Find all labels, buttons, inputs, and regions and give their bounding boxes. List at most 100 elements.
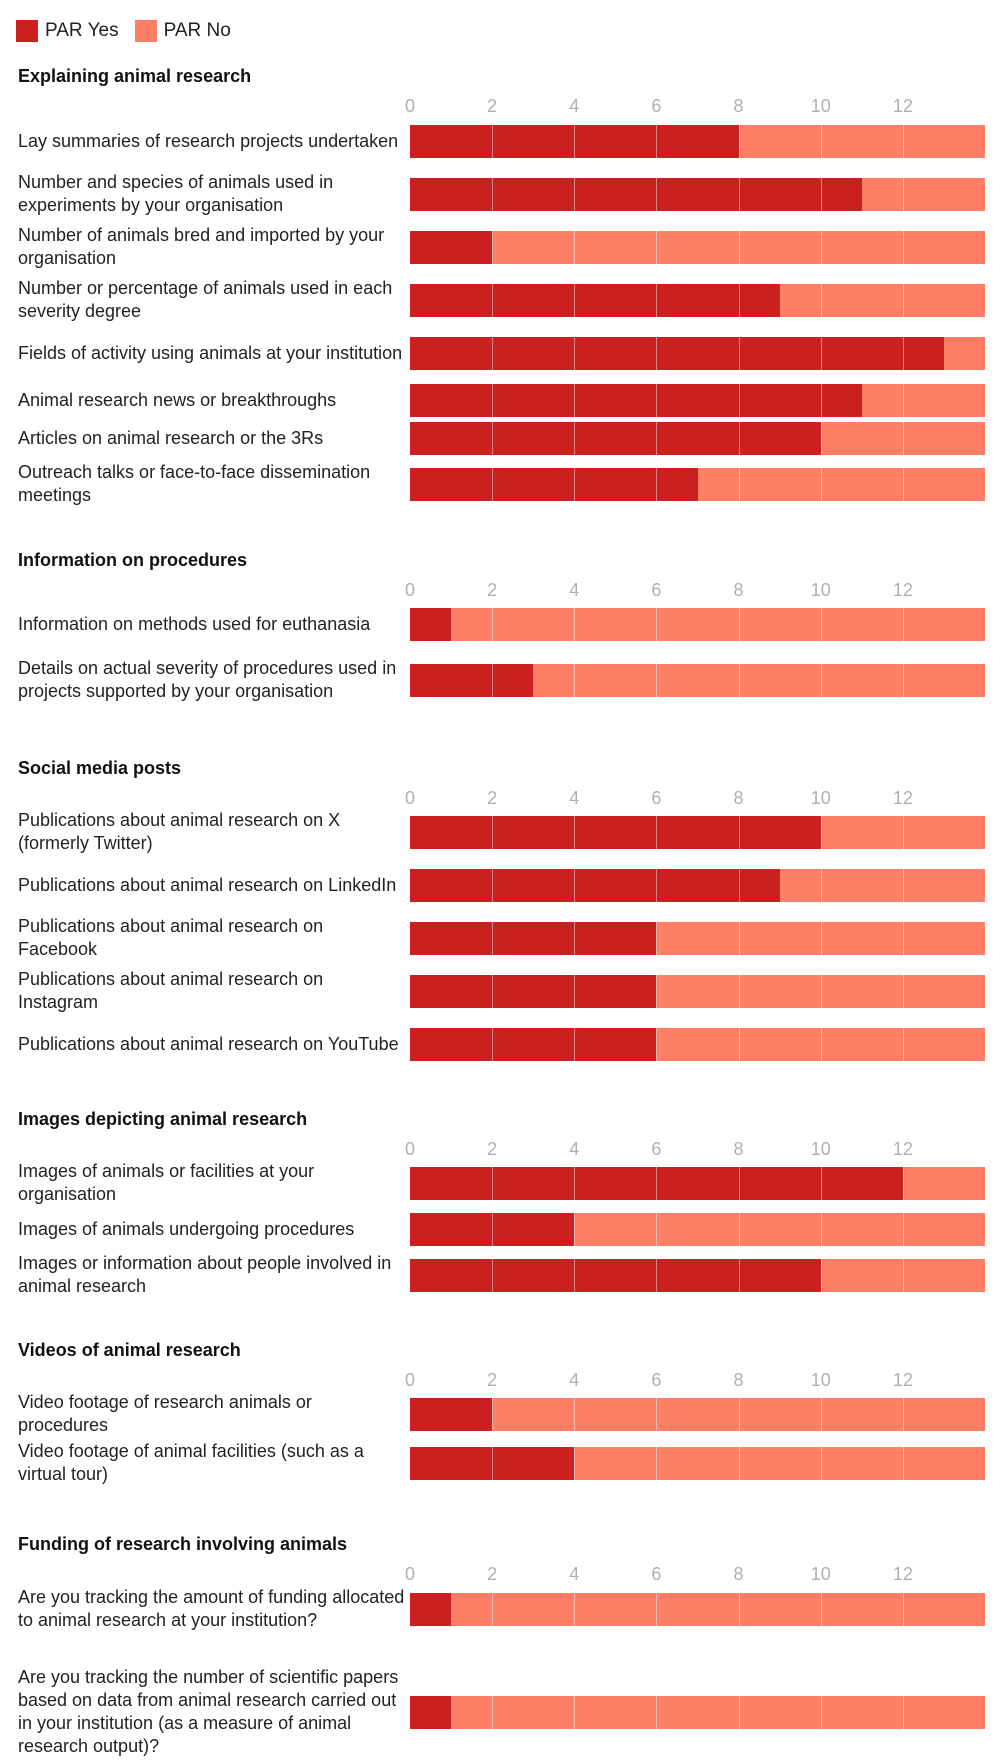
axis-tick-label: 2 — [487, 788, 498, 808]
bar-par-no — [492, 230, 985, 264]
axis-tick-label: 12 — [892, 788, 913, 808]
gridline — [656, 815, 658, 1061]
gridline — [738, 124, 740, 501]
row-label: Publications about animal research on X … — [18, 810, 341, 853]
axis-tick-label: 8 — [733, 1564, 744, 1584]
bar-par-yes — [410, 336, 944, 370]
bar-par-yes — [410, 868, 780, 902]
axis-tick-label: 10 — [810, 1370, 831, 1390]
row-label: Animal research news or breakthroughs — [18, 389, 337, 410]
gridline — [574, 1166, 576, 1292]
gridline — [738, 1166, 740, 1292]
axis-tick-label: 8 — [733, 1139, 744, 1159]
bar-par-no — [861, 177, 985, 211]
bar-par-no — [451, 1592, 985, 1626]
gridline — [820, 124, 822, 501]
gridline — [820, 1397, 822, 1480]
gridline — [902, 815, 904, 1061]
bar-par-no — [820, 421, 985, 455]
axis-tick-label: 8 — [733, 96, 744, 116]
legend-label-par-yes: PAR Yes — [45, 20, 119, 41]
axis-tick-label: 12 — [892, 96, 913, 116]
bar-par-yes — [410, 974, 657, 1008]
bar-par-yes — [410, 921, 657, 955]
row-label: Details on actual severity of procedures… — [18, 658, 397, 701]
axis-tick-label: 10 — [810, 1564, 831, 1584]
axis-tick-label: 6 — [651, 1564, 662, 1584]
gridline — [656, 1592, 658, 1729]
legend-swatch-par-yes — [16, 20, 38, 42]
bar-par-yes — [410, 1397, 493, 1431]
axis-tick-label: 2 — [487, 96, 498, 116]
gridline — [574, 124, 576, 501]
gridline — [492, 1592, 494, 1729]
row-label: Are you tracking the amount of funding a… — [18, 1587, 405, 1630]
bar-par-yes — [410, 1592, 452, 1626]
bar-par-no — [820, 815, 985, 849]
legend-swatch-par-no — [134, 20, 157, 42]
row-label: Lay summaries of research projects under… — [18, 130, 399, 151]
gridline — [492, 124, 494, 501]
axis-tick-label: 10 — [810, 788, 831, 808]
axis-tick-label: 0 — [404, 580, 416, 600]
axis-tick-label: 4 — [569, 1564, 580, 1584]
legend-label-par-no: PAR No — [163, 20, 231, 41]
axis-tick-label: 6 — [651, 788, 662, 808]
bar-par-yes — [410, 1258, 821, 1292]
row-label: Outreach talks or face-to-face dissemina… — [18, 462, 371, 505]
row-label: Number or percentage of animals used in … — [18, 278, 393, 321]
row-label: Number and species of animals used in ex… — [18, 172, 334, 215]
axis-tick-label: 2 — [487, 1139, 498, 1159]
axis-tick-label: 0 — [404, 788, 416, 808]
bar-par-yes — [410, 230, 493, 264]
gridline — [902, 607, 904, 697]
row-label: Number of animals bred and imported by y… — [18, 225, 385, 268]
bar-par-no — [451, 607, 985, 641]
gridline — [492, 1166, 494, 1292]
row-label: Video footage of research animals or pro… — [18, 1392, 312, 1435]
gridline — [820, 607, 822, 697]
row-label: Video footage of animal facilities (such… — [18, 1441, 364, 1484]
bar-par-yes — [410, 607, 452, 641]
bar-par-no — [861, 383, 985, 417]
gridline — [820, 815, 822, 1061]
bar-par-no — [779, 283, 985, 317]
bar-par-yes — [410, 124, 739, 158]
bar-par-yes — [410, 383, 862, 417]
bar-par-no — [697, 467, 985, 501]
axis-tick-label: 10 — [810, 96, 831, 116]
gridline — [820, 1166, 822, 1292]
axis-tick-label: 10 — [810, 580, 831, 600]
gridline — [902, 1592, 904, 1729]
bar-par-yes — [410, 177, 862, 211]
axis-tick-label: 6 — [651, 580, 662, 600]
axis-tick-label: 6 — [651, 96, 662, 116]
gridline — [738, 1592, 740, 1729]
bar-par-no — [779, 868, 985, 902]
bar-par-yes — [410, 467, 698, 501]
gridline — [492, 1397, 494, 1480]
section-title: Funding of research involving animals — [18, 1534, 348, 1554]
legend: PAR Yes PAR No — [16, 20, 247, 42]
gridline — [574, 815, 576, 1061]
bar-par-no — [943, 336, 985, 370]
row-label: Images or information about people invol… — [18, 1253, 392, 1296]
gridline — [492, 607, 494, 697]
axis-tick-label: 4 — [569, 1139, 580, 1159]
row-label: Publications about animal research on Yo… — [18, 1033, 399, 1054]
bar-par-no — [492, 1397, 985, 1431]
bar-par-no — [533, 663, 985, 697]
row-label: Fields of activity using animals at your… — [18, 342, 403, 363]
axis-tick-label: 10 — [810, 1139, 831, 1159]
axis-tick-label: 4 — [569, 96, 580, 116]
section-title: Explaining animal research — [18, 66, 252, 86]
bar-par-no — [574, 1212, 985, 1246]
axis-tick-label: 0 — [404, 1564, 416, 1584]
gridline — [656, 1166, 658, 1292]
axis-tick-label: 8 — [733, 1370, 744, 1390]
axis-tick-label: 2 — [487, 580, 498, 600]
axis-tick-label: 4 — [569, 1370, 580, 1390]
legend-item-par-yes: PAR Yes — [16, 20, 119, 42]
gridline — [902, 1397, 904, 1480]
